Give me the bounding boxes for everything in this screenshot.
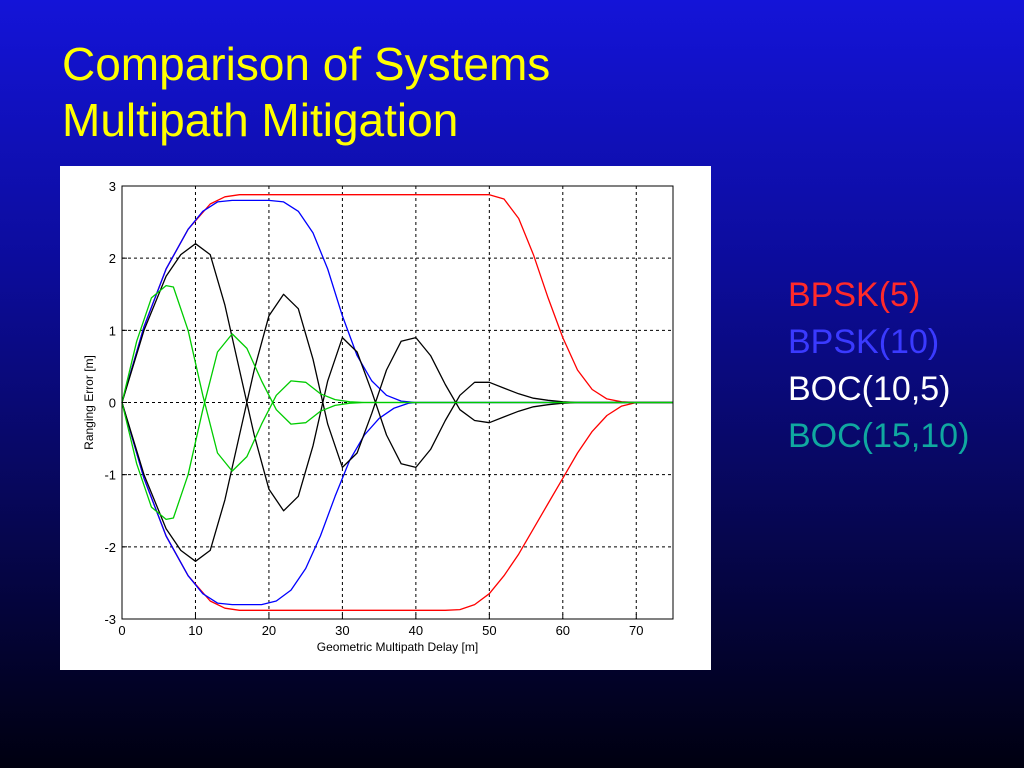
- chart-panel: 0 10 20 30 40 50 60 70 -3 -2 -1 0 1 2 3 Geometric Multi…: [60, 166, 711, 670]
- x-tick-label: 10: [188, 623, 202, 638]
- legend-item-boc10-5: BOC(10,5): [788, 370, 951, 408]
- series-bpsk-5-upper: [121, 194, 673, 404]
- y-tick-label: -1: [104, 468, 116, 483]
- slide-title-line-2: Multipath Mitigation: [62, 94, 459, 146]
- x-tick-label: 70: [629, 623, 643, 638]
- legend-item-boc15-10: BOC(15,10): [788, 417, 970, 455]
- series-boc-10-5-lower: [121, 293, 673, 562]
- series-bpsk-10-upper: [121, 199, 673, 404]
- y-tick-label: -2: [104, 540, 116, 555]
- legend: BPSK(5) BPSK(10) BOC(10,5) BOC(15,10): [788, 272, 969, 460]
- series-boc-15-10-lower: [121, 333, 673, 521]
- x-tick-label: 50: [482, 623, 496, 638]
- x-tick-label: 30: [335, 623, 349, 638]
- y-tick-label: -3: [104, 612, 116, 627]
- y-tick-label: 1: [109, 323, 116, 338]
- x-tick-label: 60: [556, 623, 570, 638]
- legend-item-bpsk5: BPSK(5): [788, 276, 921, 314]
- x-axis-label: Geometric Multipath Delay [m]: [317, 640, 478, 654]
- y-tick-label: 2: [109, 251, 116, 266]
- y-tick-label: 0: [109, 396, 116, 411]
- x-tick-label: 40: [409, 623, 423, 638]
- ranging-error-chart: 0 10 20 30 40 50 60 70 -3 -2 -1 0 1 2 3 Geometric Multi…: [82, 179, 674, 654]
- series-bpsk-5-lower: [121, 401, 673, 611]
- x-tick-label: 20: [262, 623, 276, 638]
- slide-title: Comparison of Systems Multipath Mitigati…: [62, 36, 550, 148]
- y-axis-label: Ranging Error [m]: [82, 355, 96, 450]
- legend-item-bpsk10: BPSK(10): [788, 323, 940, 361]
- y-tick-label: 3: [109, 179, 116, 194]
- slide-title-line-1: Comparison of Systems: [62, 38, 551, 90]
- series-boc-10-5-upper: [121, 243, 673, 512]
- series-boc-15-10-upper: [121, 284, 673, 472]
- x-tick-label: 0: [118, 623, 125, 638]
- series-bpsk-10-lower: [121, 401, 673, 606]
